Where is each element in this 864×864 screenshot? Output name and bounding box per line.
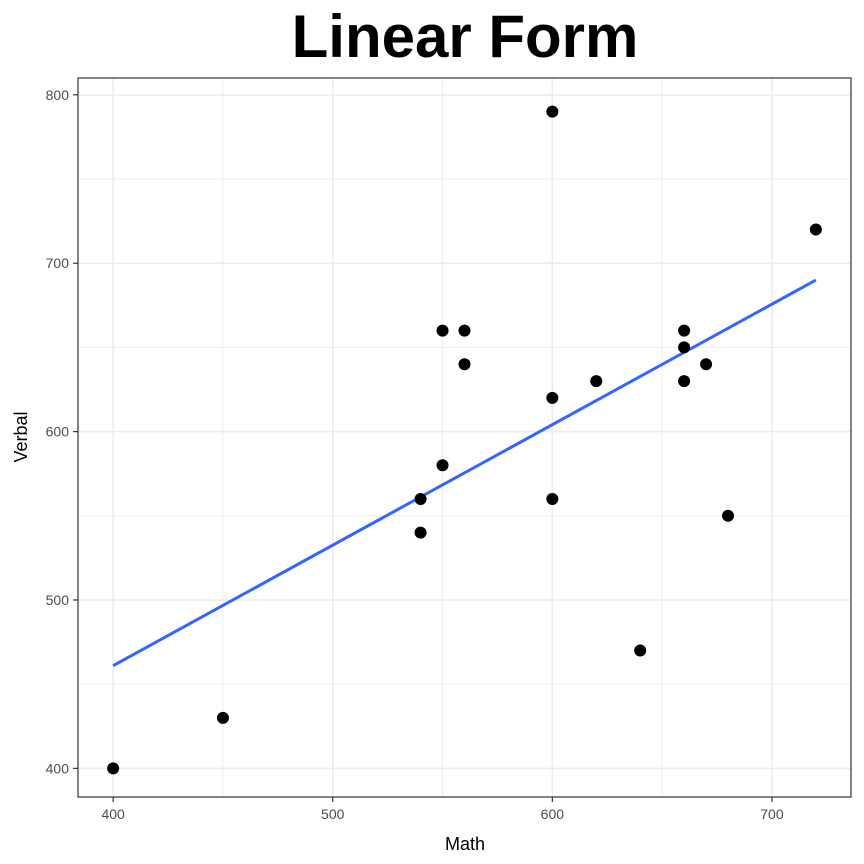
y-tick-label: 500 xyxy=(46,592,70,608)
y-tick-label: 700 xyxy=(46,255,70,271)
data-point xyxy=(436,324,449,337)
x-tick-label: 400 xyxy=(101,806,125,822)
data-point xyxy=(458,358,471,371)
data-point xyxy=(216,711,229,724)
y-axis-label: Verbal xyxy=(11,411,31,462)
points-layer xyxy=(107,105,822,775)
data-point xyxy=(414,526,427,539)
data-point xyxy=(436,459,449,472)
trend-layer xyxy=(112,278,817,667)
x-tick-label: 500 xyxy=(321,806,345,822)
data-point xyxy=(678,375,691,388)
x-axis-label: Math xyxy=(445,834,485,854)
x-tick-label: 600 xyxy=(541,806,565,822)
data-point xyxy=(678,341,691,354)
x-tick-label: 700 xyxy=(760,806,784,822)
data-point xyxy=(107,762,120,775)
trend-line xyxy=(112,278,817,667)
data-point xyxy=(414,492,427,505)
data-point xyxy=(458,324,471,337)
y-tick-label: 400 xyxy=(46,760,70,776)
data-point xyxy=(590,375,603,388)
major-gridlines xyxy=(78,78,851,797)
x-axis: 400 500 600 700 xyxy=(101,797,784,822)
minor-gridlines xyxy=(78,78,851,797)
data-point xyxy=(546,492,559,505)
data-point xyxy=(722,509,735,522)
y-tick-label: 800 xyxy=(46,87,70,103)
data-point xyxy=(809,223,822,236)
data-point xyxy=(634,644,647,657)
data-point xyxy=(700,358,713,371)
data-point xyxy=(546,391,559,404)
data-point xyxy=(678,324,691,337)
panel-border xyxy=(77,77,852,798)
chart-title: Linear Form xyxy=(292,3,639,70)
y-tick-label: 600 xyxy=(46,424,70,440)
data-point xyxy=(546,105,559,118)
y-axis: 400 500 600 700 800 xyxy=(46,87,78,776)
